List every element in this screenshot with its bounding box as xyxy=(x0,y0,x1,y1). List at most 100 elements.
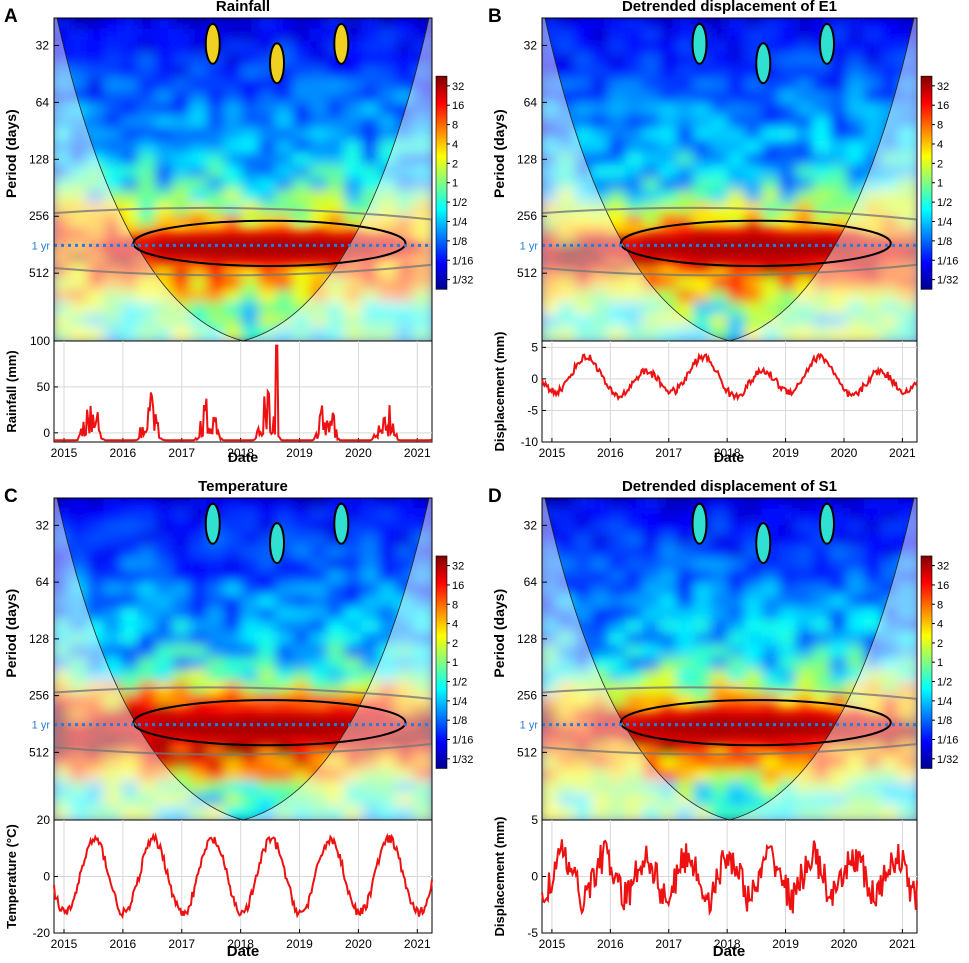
panel-title: Detrended displacement of E1 xyxy=(622,0,837,15)
heatmap-cell xyxy=(103,545,125,562)
heatmap-cell xyxy=(676,756,698,773)
heatmap-cell xyxy=(309,326,331,341)
heatmap-cell xyxy=(258,669,280,686)
heatmap-cell xyxy=(693,619,715,637)
heatmap-cell xyxy=(412,595,432,612)
heatmap-cell xyxy=(659,202,681,219)
heatmap-cell xyxy=(863,40,885,58)
heatmap-cell xyxy=(829,743,851,761)
heatmap-cell xyxy=(344,780,366,798)
heatmap-cell xyxy=(86,252,108,269)
heatmap-cell xyxy=(155,127,177,145)
heatmap-cell xyxy=(258,632,280,649)
heatmap-cell xyxy=(761,768,783,785)
heatmap-cell xyxy=(120,520,142,538)
heatmap-cell xyxy=(557,731,579,748)
heatmap-cell xyxy=(137,301,160,319)
heatmap-cell xyxy=(206,78,228,95)
heatmap-cell xyxy=(378,557,400,575)
heatmap-cell xyxy=(412,239,432,257)
heatmap-cell xyxy=(292,177,314,194)
heatmap-cell xyxy=(258,508,280,525)
heatmap-cell xyxy=(542,595,562,612)
heatmap-cell xyxy=(86,595,108,612)
heatmap-cell xyxy=(361,520,383,538)
heatmap-cell xyxy=(378,533,400,550)
heatmap-cell xyxy=(542,301,562,319)
coi-significance-contour xyxy=(54,206,432,277)
heatmap-cell xyxy=(292,595,314,612)
x-tick-label: 2015 xyxy=(539,446,566,460)
heatmap-cell xyxy=(155,102,177,120)
heatmap-cell xyxy=(812,177,834,194)
heatmap-cell xyxy=(137,743,160,761)
heatmap-cell xyxy=(241,644,263,661)
heatmap-cell xyxy=(412,326,432,341)
heatmap-cell xyxy=(727,189,749,207)
heatmap-cell xyxy=(591,669,613,686)
heatmap-cell xyxy=(344,520,366,538)
heatmap-cell xyxy=(412,570,432,587)
heatmap-cell xyxy=(846,520,868,538)
heatmap-cell xyxy=(378,520,400,538)
heatmap-cell xyxy=(54,314,74,331)
heatmap-cell xyxy=(378,607,400,624)
heatmap-cell xyxy=(642,570,664,587)
heatmap-cell xyxy=(86,570,108,587)
heatmap-cell xyxy=(625,289,647,306)
heatmap-cell xyxy=(137,520,160,538)
heatmap-cell xyxy=(86,326,108,341)
heatmap-cell xyxy=(69,152,91,170)
heatmap-cell xyxy=(69,595,91,612)
heatmap-cell xyxy=(846,301,868,319)
heatmap-cell xyxy=(880,252,902,269)
heatmap-cell xyxy=(172,152,194,170)
heatmap-cell xyxy=(863,115,885,132)
heatmap-cell xyxy=(542,694,562,711)
heatmap-cell xyxy=(137,619,160,637)
heatmap-cell xyxy=(778,768,800,785)
heatmap-cell xyxy=(223,90,245,107)
heatmap-cell xyxy=(206,570,228,587)
heatmap-cell xyxy=(829,570,851,587)
heatmap-cell xyxy=(710,694,732,711)
heatmap-cell xyxy=(120,681,142,699)
heatmap-cell xyxy=(642,78,664,95)
heatmap-cell xyxy=(659,780,681,798)
heatmap-cell xyxy=(557,326,579,341)
heatmap-cell xyxy=(206,140,228,157)
heatmap-cell xyxy=(574,607,596,624)
heatmap-cell xyxy=(189,264,211,281)
heatmap-cell xyxy=(795,632,817,649)
heatmap-cell xyxy=(326,177,349,194)
heatmap-cell xyxy=(812,657,834,674)
heatmap-cell xyxy=(258,152,280,170)
period-tick-label: 128 xyxy=(29,152,49,166)
heatmap-cell xyxy=(897,289,917,306)
heatmap-cell xyxy=(69,65,91,83)
heatmap-cell xyxy=(761,607,783,624)
heatmap-cell xyxy=(557,644,579,661)
heatmap-cell xyxy=(412,189,432,207)
heatmap-cell xyxy=(395,301,417,319)
heatmap-cell xyxy=(69,53,91,70)
heatmap-cell xyxy=(795,90,817,107)
heatmap-cell xyxy=(206,264,228,281)
heatmap-cell xyxy=(54,165,74,182)
heatmap-cell xyxy=(846,177,868,194)
heatmap-cell xyxy=(344,743,366,761)
heatmap-cell xyxy=(395,595,417,612)
heatmap-cell xyxy=(863,102,885,120)
heatmap-cell xyxy=(189,177,211,194)
heatmap-cell xyxy=(172,40,194,58)
heatmap-cell xyxy=(744,127,766,145)
heatmap-cell xyxy=(542,706,562,723)
heatmap-cell xyxy=(86,214,108,232)
heatmap-cell xyxy=(744,632,766,649)
heatmap-cell xyxy=(542,768,562,785)
heatmap-cell xyxy=(206,557,228,575)
heatmap-cell xyxy=(155,65,177,83)
heatmap-cell xyxy=(361,743,383,761)
heatmap-cell xyxy=(557,214,579,232)
heatmap-cell xyxy=(693,768,715,785)
